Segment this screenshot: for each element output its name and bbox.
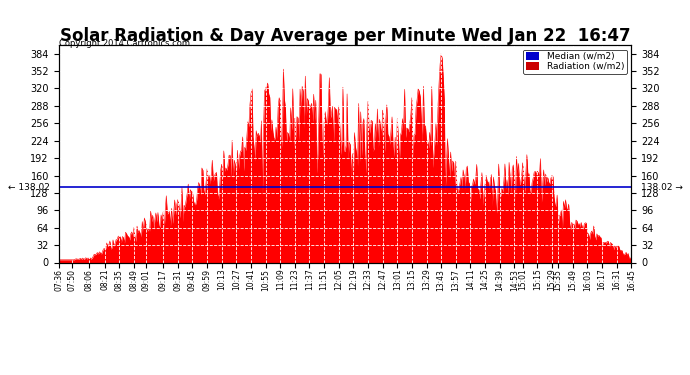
- Title: Solar Radiation & Day Average per Minute Wed Jan 22  16:47: Solar Radiation & Day Average per Minute…: [60, 27, 630, 45]
- Text: Copyright 2014 Cartronics.com: Copyright 2014 Cartronics.com: [59, 39, 190, 48]
- Legend: Median (w/m2), Radiation (w/m2): Median (w/m2), Radiation (w/m2): [523, 50, 627, 74]
- Text: ← 138.02: ← 138.02: [8, 183, 50, 192]
- Text: 138.02 →: 138.02 →: [641, 183, 682, 192]
